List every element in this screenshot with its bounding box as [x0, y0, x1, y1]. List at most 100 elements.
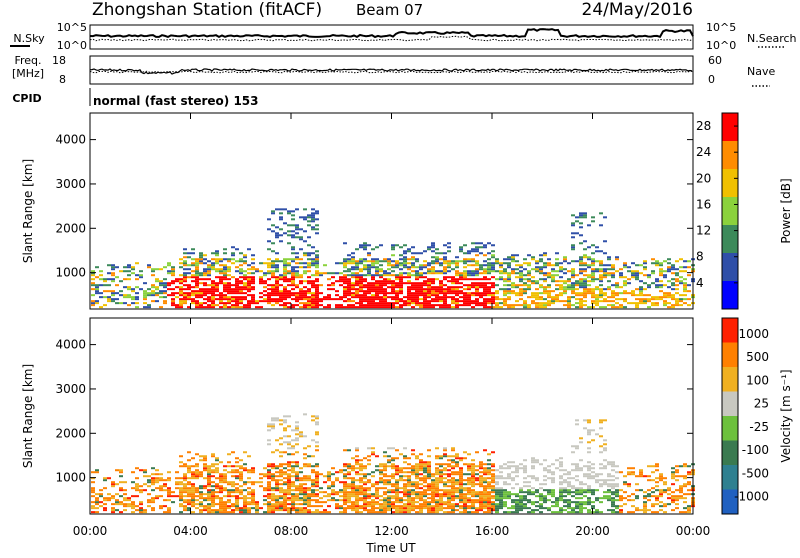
heatmap-cell [303, 290, 307, 293]
heatmap-cell [523, 469, 527, 472]
heatmap-cell [475, 501, 479, 504]
heatmap-cell [223, 284, 227, 287]
heatmap-cell [299, 489, 303, 492]
heatmap-cell [383, 288, 387, 291]
heatmap-cell [491, 465, 495, 468]
heatmap-cell [559, 262, 563, 265]
heatmap-cell [259, 296, 263, 299]
heatmap-cell [619, 471, 623, 474]
heatmap-cell [507, 272, 511, 275]
heatmap-cell [239, 288, 243, 291]
heatmap-cell [171, 280, 175, 283]
heatmap-cell [283, 260, 287, 263]
heatmap-cell [299, 282, 303, 285]
heatmap-cell [627, 495, 631, 498]
heatmap-cell [547, 471, 551, 474]
heatmap-cell [651, 270, 655, 273]
heatmap-cell [199, 487, 203, 490]
heatmap-cell [295, 465, 299, 468]
heatmap-cell [375, 290, 379, 293]
heatmap-cell [191, 485, 195, 488]
heatmap-cell [511, 501, 515, 504]
heatmap-cell [675, 260, 679, 263]
heatmap-cell [223, 266, 227, 269]
heatmap-cell [559, 270, 563, 273]
heatmap-cell [627, 302, 631, 305]
heatmap-cell [587, 487, 591, 490]
heatmap-cell [387, 262, 391, 265]
heatmap-cell [315, 292, 319, 295]
heatmap-cell [439, 507, 443, 510]
heatmap-cell [267, 473, 271, 476]
heatmap-cell [159, 485, 163, 488]
heatmap-cell [119, 294, 123, 297]
heatmap-cell [319, 497, 323, 500]
heatmap-cell [567, 280, 571, 283]
heatmap-cell [299, 483, 303, 486]
heatmap-cell [455, 290, 459, 293]
heatmap-cell [463, 302, 467, 305]
heatmap-cell [211, 268, 215, 271]
heatmap-cell [427, 280, 431, 283]
heatmap-cell [191, 487, 195, 490]
heatmap-cell [187, 493, 191, 496]
heatmap-cell [327, 284, 331, 287]
heatmap-cell [259, 507, 263, 510]
heatmap-cell [575, 489, 579, 492]
heatmap-cell [179, 505, 183, 508]
heatmap-cell [543, 489, 547, 492]
heatmap-cell [607, 300, 611, 303]
heatmap-cell [319, 274, 323, 277]
heatmap-cell [535, 298, 539, 301]
heatmap-cell [255, 306, 259, 309]
heatmap-cell [103, 296, 107, 299]
heatmap-cell [295, 437, 299, 440]
heatmap-cell [299, 497, 303, 500]
heatmap-cell [287, 258, 291, 261]
heatmap-cell [239, 459, 243, 462]
heatmap-cell [463, 266, 467, 269]
heatmap-cell [579, 256, 583, 259]
heatmap-cell [431, 256, 435, 259]
heatmap-cell [143, 475, 147, 478]
heatmap-cell [467, 465, 471, 468]
heatmap-cell [179, 300, 183, 303]
heatmap-cell [275, 294, 279, 297]
heatmap-cell [439, 489, 443, 492]
heatmap-cell [511, 290, 515, 293]
heatmap-cell [403, 467, 407, 470]
heatmap-cell [427, 485, 431, 488]
heatmap-cell [591, 467, 595, 470]
heatmap-cell [307, 270, 311, 273]
heatmap-cell [591, 272, 595, 275]
heatmap-cell [171, 282, 175, 285]
heatmap-cell [551, 302, 555, 305]
heatmap-cell [375, 481, 379, 484]
heatmap-cell [215, 268, 219, 271]
heatmap-cell [479, 246, 483, 249]
heatmap-cell [463, 505, 467, 508]
heatmap-cell [475, 507, 479, 510]
heatmap-cell [583, 503, 587, 506]
heatmap-cell [163, 284, 167, 287]
heatmap-cell [239, 292, 243, 295]
heatmap-cell [199, 282, 203, 285]
heatmap-cell [515, 284, 519, 287]
heatmap-cell [571, 463, 575, 466]
colorbar-swatch [722, 489, 738, 514]
heatmap-cell [575, 423, 579, 426]
heatmap-cell [331, 485, 335, 488]
heatmap-cell [303, 254, 307, 257]
heatmap-cell [275, 292, 279, 295]
heatmap-cell [127, 270, 131, 273]
heatmap-cell [135, 306, 139, 309]
heatmap-cell [407, 304, 411, 307]
heatmap-cell [403, 487, 407, 490]
heatmap-cell [167, 479, 171, 482]
heatmap-cell [395, 276, 399, 279]
heatmap-cell [415, 485, 419, 488]
heatmap-cell [679, 475, 683, 478]
heatmap-cell [571, 284, 575, 287]
heatmap-cell [359, 477, 363, 480]
heatmap-cell [683, 290, 687, 293]
